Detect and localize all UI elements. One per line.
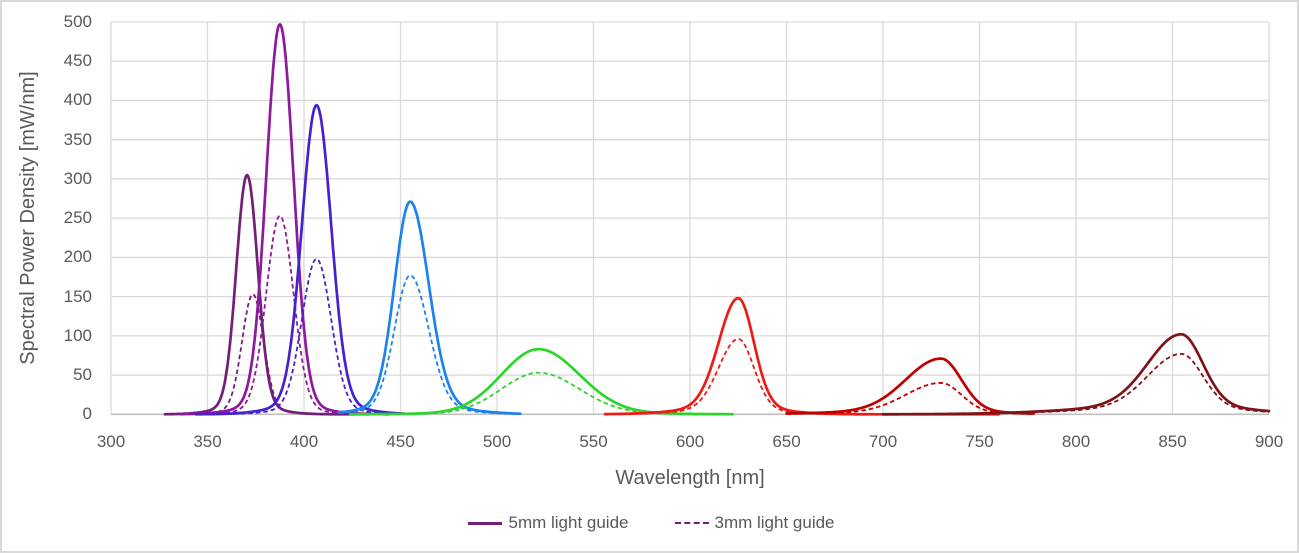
y-tick-label-50: 50 (73, 365, 92, 385)
x-tick-label-500: 500 (482, 432, 512, 451)
y-tick-label-350: 350 (63, 129, 92, 149)
legend-label-5mm: 5mm light guide (508, 513, 629, 532)
y-tick-label-100: 100 (63, 325, 92, 345)
y-tick-label-150: 150 (63, 286, 92, 306)
x-tick-label-550: 550 (579, 432, 608, 451)
series-solid-625nm (603, 296, 1001, 416)
y-tick-label-250: 250 (63, 208, 92, 228)
series-dashed-521.5nm (350, 371, 733, 416)
y-tick-label-200: 200 (63, 247, 92, 267)
series-solid-387.5nm (179, 23, 391, 416)
y-tick-label-450: 450 (63, 51, 92, 71)
series-dashed-455nm (338, 274, 521, 415)
x-tick-label-900: 900 (1254, 432, 1284, 451)
x-tick-label-650: 650 (772, 432, 801, 451)
series-dashed-625nm (605, 338, 999, 416)
series-dashed-854.5nm (883, 352, 1270, 416)
series-solid-730nm (785, 357, 1035, 415)
series-dashed-730nm (786, 382, 1034, 415)
legend-label-3mm: 3mm light guide (714, 513, 835, 532)
legend-item-5mm: 5mm light guide (468, 513, 629, 533)
x-tick-label-750: 750 (965, 432, 994, 451)
x-axis-title: Wavelength [nm] (615, 467, 765, 489)
x-tick-label-600: 600 (675, 432, 705, 451)
y-axis-title: Spectral Power Density [mW/nm] (17, 71, 39, 365)
y-tick-label-300: 300 (63, 168, 92, 188)
x-tick-label-850: 850 (1158, 432, 1187, 451)
series-solid-370.5nm (163, 173, 371, 416)
y-tick-label-0: 0 (82, 404, 92, 424)
y-tick-label-500: 500 (63, 12, 92, 31)
x-tick-label-450: 450 (386, 432, 415, 451)
x-tick-label-350: 350 (193, 432, 222, 451)
legend: 5mm light guide 3mm light guide (2, 513, 1297, 533)
legend-item-3mm: 3mm light guide (674, 513, 835, 533)
solid-line-swatch (468, 521, 503, 525)
series-dashed-406.5nm (195, 258, 405, 416)
y-tick-label-400: 400 (63, 90, 92, 110)
x-tick-label-300: 300 (96, 432, 126, 451)
x-tick-label-700: 700 (868, 432, 898, 451)
series-solid-406.5nm (194, 103, 406, 416)
x-tick-label-800: 800 (1061, 432, 1091, 451)
dashed-line-swatch (674, 522, 709, 524)
series-solid-521.5nm (348, 347, 734, 416)
series-dashed-387.5nm (180, 214, 389, 416)
x-tick-label-400: 400 (289, 432, 319, 451)
